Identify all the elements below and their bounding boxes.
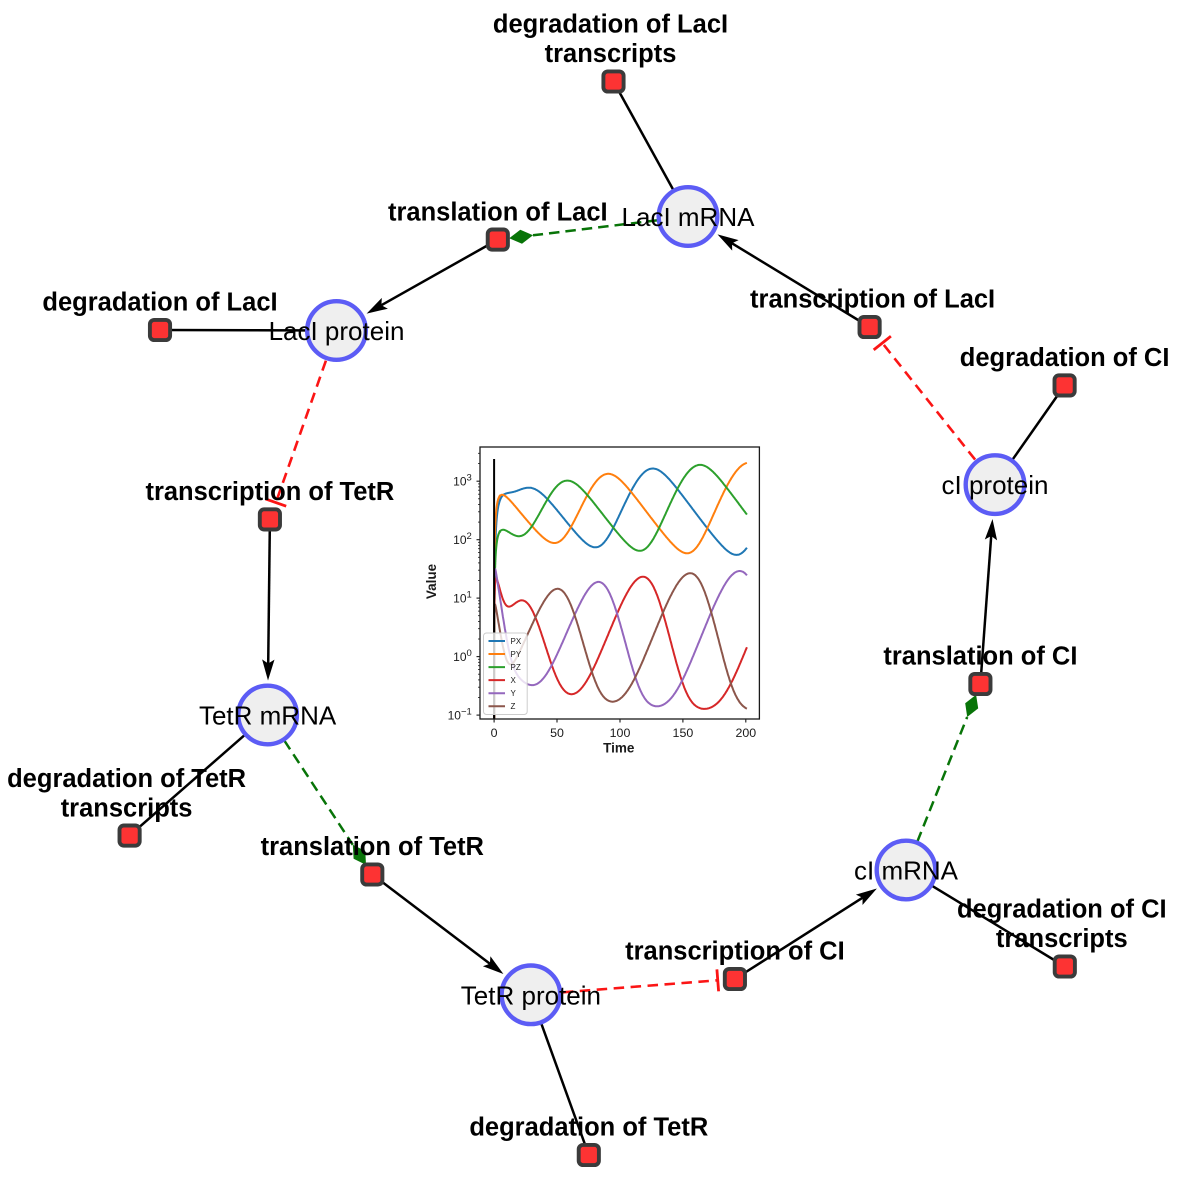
svg-text:transcripts: transcripts [545,40,677,68]
svg-text:100: 100 [610,726,631,740]
svg-text:LacI protein: LacI protein [269,316,405,346]
svg-text:TetR protein: TetR protein [461,980,601,1010]
svg-text:degradation of LacI: degradation of LacI [493,11,728,39]
svg-text:X: X [511,676,517,685]
svg-text:transcription of CI: transcription of CI [625,938,845,966]
svg-text:TetR mRNA: TetR mRNA [199,701,337,731]
svg-text:0: 0 [491,726,498,740]
svg-text:Z: Z [511,702,516,711]
svg-text:Time: Time [603,740,635,755]
svg-text:transcription of LacI: transcription of LacI [750,286,995,314]
svg-text:transcripts: transcripts [996,925,1128,953]
svg-text:degradation of TetR: degradation of TetR [7,765,246,793]
svg-text:Value: Value [424,563,439,599]
svg-text:LacI mRNA: LacI mRNA [622,202,756,232]
svg-text:transcripts: transcripts [61,794,193,822]
svg-text:50: 50 [550,726,564,740]
svg-text:degradation of LacI: degradation of LacI [42,289,277,317]
svg-text:translation of TetR: translation of TetR [261,833,484,861]
svg-text:transcription of TetR: transcription of TetR [145,478,394,506]
svg-text:PY: PY [511,650,522,659]
svg-text:degradation of CI: degradation of CI [957,896,1167,924]
svg-text:150: 150 [673,726,694,740]
svg-text:cI protein: cI protein [942,470,1049,500]
svg-text:degradation of TetR: degradation of TetR [469,1114,708,1142]
svg-text:Y: Y [511,689,517,698]
svg-text:200: 200 [735,726,756,740]
svg-text:translation of CI: translation of CI [883,643,1077,671]
svg-text:PZ: PZ [511,663,521,672]
svg-text:cI mRNA: cI mRNA [854,856,959,886]
svg-text:degradation of CI: degradation of CI [960,344,1170,372]
svg-text:PX: PX [511,637,522,646]
svg-text:translation of LacI: translation of LacI [388,198,608,226]
